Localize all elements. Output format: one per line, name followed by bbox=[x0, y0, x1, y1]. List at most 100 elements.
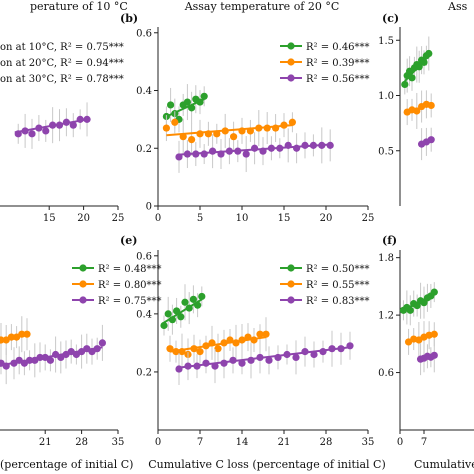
x-axis-label: Cumulative C bbox=[414, 458, 474, 471]
series-orange bbox=[403, 90, 435, 129]
x-tick-label: 10 bbox=[236, 213, 249, 224]
data-point bbox=[265, 356, 273, 364]
legend-entry: R² = 0.50*** bbox=[306, 264, 370, 275]
legend-marker bbox=[79, 280, 87, 288]
legend: on at 10°C, R² = 0.75*** on at 20°C, R² =… bbox=[0, 42, 124, 85]
x-tick-label: 25 bbox=[112, 213, 125, 224]
x-tick-label: 15 bbox=[278, 213, 291, 224]
panel-label: (c) bbox=[382, 12, 399, 25]
x-tick-label: 0 bbox=[397, 437, 403, 448]
panel-6: 0.6 1.2 1.8 0 7 (f) Cumulative C bbox=[378, 234, 474, 471]
data-point bbox=[230, 133, 238, 141]
fit-line bbox=[169, 336, 267, 353]
series-green bbox=[399, 282, 438, 326]
data-point bbox=[198, 292, 206, 301]
legend-marker bbox=[287, 58, 295, 66]
x-tick-label: 25 bbox=[362, 213, 375, 224]
fit-line bbox=[406, 103, 432, 114]
x-tick-label: 0 bbox=[155, 437, 161, 448]
y-tick-label: 0.4 bbox=[136, 86, 152, 97]
panel-1: 15 20 25 perature of 10 °C on at 10°C, R² = … bbox=[0, 0, 128, 224]
legend-entry: R² = 0.83*** bbox=[306, 296, 370, 307]
series-orange bbox=[166, 317, 270, 371]
x-tick-label: 20 bbox=[77, 213, 90, 224]
fit-line bbox=[166, 124, 293, 137]
data-point bbox=[251, 144, 259, 152]
legend-marker bbox=[287, 42, 295, 50]
x-tick-label: 5 bbox=[197, 213, 203, 224]
x-tick-label: 20 bbox=[320, 213, 333, 224]
x-tick-label: 15 bbox=[43, 213, 56, 224]
panel-title: Ass bbox=[447, 0, 468, 13]
data-point bbox=[200, 92, 208, 100]
legend-entry: on at 30°C, R² = 0.78*** bbox=[0, 74, 124, 85]
series-green bbox=[160, 284, 206, 336]
series-green bbox=[401, 36, 433, 95]
data-point bbox=[171, 118, 179, 126]
data-point bbox=[189, 295, 197, 303]
legend-entry: on at 20°C, R² = 0.94*** bbox=[0, 58, 124, 69]
fit-line bbox=[178, 346, 351, 369]
x-axis-label: (percentage of initial C) bbox=[0, 458, 133, 471]
legend-marker bbox=[287, 74, 295, 82]
panel-label: (f) bbox=[382, 234, 397, 247]
panel-3: 0.5 1.0 1.5 (c) Ass bbox=[378, 0, 468, 206]
y-tick-label: 1.0 bbox=[378, 91, 394, 102]
data-point bbox=[214, 345, 222, 353]
panel-title: perature of 10 °C bbox=[30, 0, 128, 13]
fit-line bbox=[420, 354, 435, 361]
series-purple bbox=[0, 324, 106, 385]
panel-2: 0 0.2 0.4 0.6 0 5 10 15 20 25 (b) Assay temperature… bbox=[120, 0, 374, 224]
legend-marker bbox=[79, 264, 87, 272]
fit-line bbox=[421, 138, 432, 144]
y-tick-label: 0.5 bbox=[378, 146, 394, 157]
data-point bbox=[167, 101, 175, 109]
fit-line bbox=[408, 333, 435, 343]
legend-marker bbox=[287, 280, 295, 288]
series-purple bbox=[416, 338, 438, 376]
fit-line bbox=[402, 293, 435, 312]
fit-line bbox=[165, 98, 205, 118]
y-tick-label: 0.6 bbox=[378, 368, 394, 379]
y-tick-label: 0 bbox=[146, 202, 152, 213]
series-orange bbox=[0, 316, 31, 357]
y-tick-label: 0.4 bbox=[136, 309, 152, 320]
x-tick-label: 28 bbox=[75, 437, 88, 448]
fit-line bbox=[163, 298, 203, 324]
data-point bbox=[425, 49, 433, 58]
x-tick-label: 7 bbox=[197, 437, 203, 448]
data-point bbox=[292, 353, 300, 362]
x-tick-label: 14 bbox=[236, 437, 249, 448]
data-point bbox=[46, 356, 55, 364]
fit-line bbox=[404, 55, 430, 82]
series-green bbox=[162, 84, 208, 133]
panel-label: (e) bbox=[120, 234, 137, 247]
legend-entry: on at 10°C, R² = 0.75*** bbox=[0, 42, 124, 53]
legend: R² = 0.48*** R² = 0.80*** R² = 0.75*** bbox=[72, 264, 162, 307]
data-point bbox=[262, 330, 270, 338]
panel-title: Assay temperature of 20 °C bbox=[184, 0, 340, 13]
y-tick-label: 0.6 bbox=[136, 28, 152, 39]
data-point bbox=[183, 98, 191, 106]
data-point bbox=[69, 121, 77, 129]
data-point bbox=[196, 348, 204, 356]
panel-label: (b) bbox=[120, 12, 138, 25]
y-tick-label: 1.5 bbox=[378, 36, 394, 47]
x-tick-label: 21 bbox=[278, 437, 291, 448]
legend-entry: R² = 0.55*** bbox=[306, 280, 370, 291]
legend-entry: R² = 0.75*** bbox=[98, 296, 162, 307]
data-point bbox=[401, 80, 409, 89]
data-point bbox=[162, 124, 170, 132]
legend-marker bbox=[287, 296, 295, 304]
data-point bbox=[238, 359, 246, 367]
panel-5: 0.2 0.4 0.6 0 7 14 21 28 35 (e) Cumulative C loss … bbox=[120, 234, 386, 471]
data-point bbox=[288, 118, 296, 126]
legend: R² = 0.50*** R² = 0.55*** R² = 0.83*** bbox=[280, 264, 370, 307]
data-point bbox=[98, 339, 106, 347]
data-point bbox=[42, 127, 50, 135]
data-point bbox=[242, 150, 250, 158]
data-point bbox=[188, 135, 196, 144]
data-point bbox=[427, 101, 435, 110]
panel-4: 21 28 35 (percentage of initial C) R² = 0.48… bbox=[0, 264, 162, 471]
